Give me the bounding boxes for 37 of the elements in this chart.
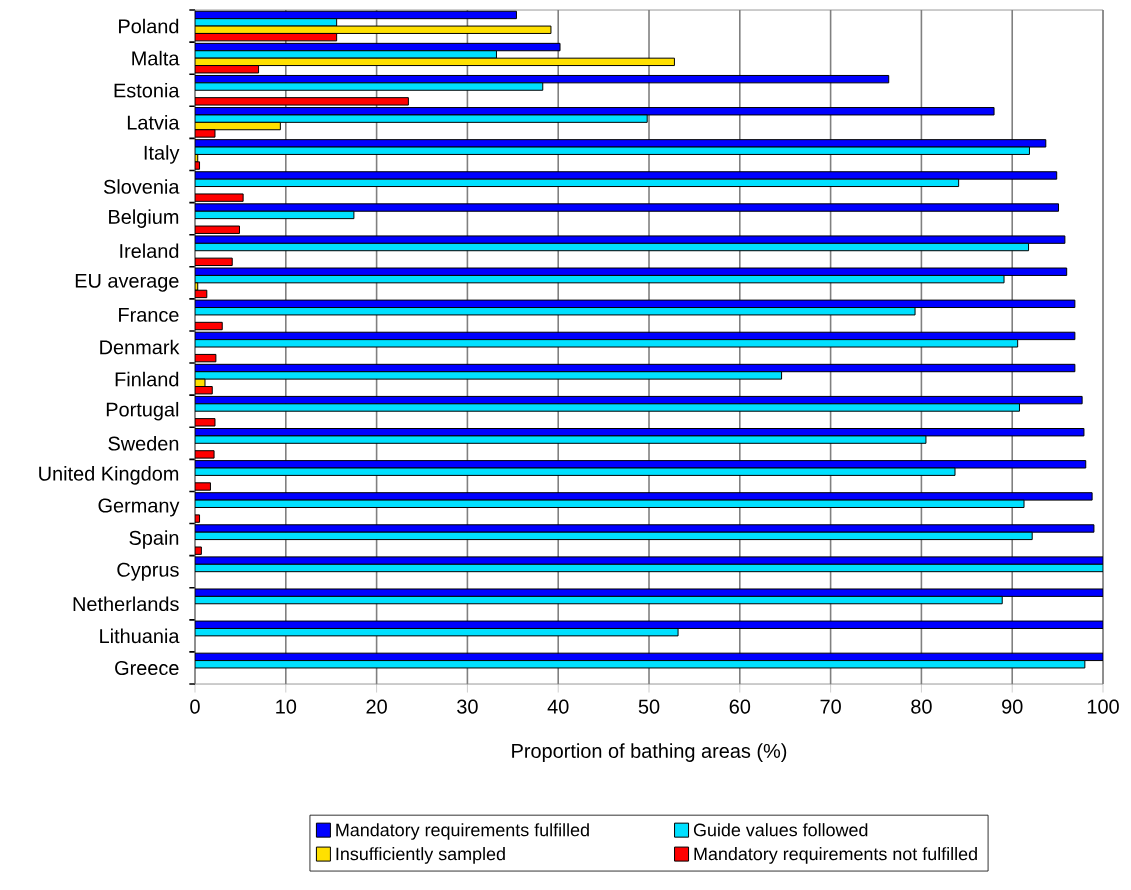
x-tick-label: 30 (457, 699, 478, 714)
x-tick-label: 90 (1002, 699, 1023, 714)
y-tick-label: Ireland (120, 243, 179, 259)
y-tick-label: Greece (115, 660, 179, 676)
legend-label: Mandatory requirements not fulfilled (694, 847, 977, 864)
y-tick-label: United Kingdom (39, 466, 179, 485)
y-tick-label: France (119, 307, 179, 322)
x-tick-label: 10 (276, 699, 297, 714)
x-tick-label: 0 (190, 699, 200, 714)
y-tick-label: Latvia (127, 115, 180, 130)
y-tick-label: Belgium (109, 209, 179, 228)
x-tick-label: 20 (366, 699, 387, 714)
legend-label: Guide values followed (693, 823, 868, 837)
y-tick-label: Spain (129, 530, 179, 549)
x-axis-title: Proportion of bathing areas (%) (512, 743, 787, 762)
y-tick-label: Cyprus (117, 562, 179, 581)
y-tick-label: Germany (98, 498, 180, 517)
y-tick-label: Italy (144, 145, 180, 164)
y-tick-label: Slovenia (103, 179, 180, 194)
x-tick-label: 100 (1087, 699, 1119, 714)
y-tick-label: EU average (75, 273, 179, 292)
y-tick-label: Portugal (106, 401, 179, 421)
y-tick-label: Estonia (114, 82, 180, 98)
y-tick-label: Poland (119, 18, 179, 34)
y-tick-label: Sweden (108, 435, 179, 451)
legend-label: Mandatory requirements fulfilled (336, 823, 589, 840)
x-tick-label: 70 (820, 699, 841, 714)
x-tick-label: 80 (911, 699, 932, 714)
x-tick-label: 50 (638, 699, 660, 714)
legend-label: Insufficiently sampled (336, 847, 505, 864)
y-tick-label: Finland (115, 371, 179, 387)
y-tick-label: Malta (132, 50, 180, 66)
y-tick-label: Denmark (100, 339, 180, 355)
y-tick-label: Lithuania (100, 628, 180, 644)
y-tick-label: Netherlands (73, 596, 179, 612)
x-tick-label: 40 (547, 699, 569, 714)
x-tick-label: 60 (729, 699, 751, 714)
